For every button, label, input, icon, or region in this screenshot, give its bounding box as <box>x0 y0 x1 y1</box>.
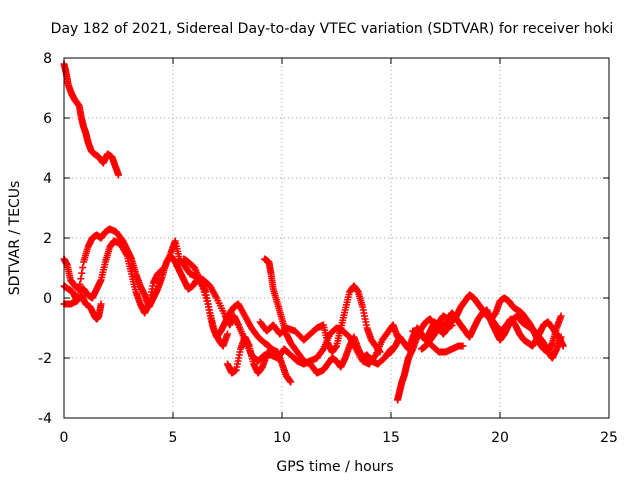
data-point <box>97 300 105 308</box>
y-axis-label: SDTVAR / TECUs <box>7 181 23 296</box>
y-tick-label: 6 <box>43 111 52 127</box>
data-point <box>76 280 84 288</box>
data-point <box>115 171 122 179</box>
y-tick-label: 4 <box>43 171 52 187</box>
x-tick-label: 15 <box>382 430 400 446</box>
y-tick-label: -2 <box>38 351 52 367</box>
y-tick-label: -4 <box>38 411 52 427</box>
data-points <box>60 60 567 404</box>
data-point <box>559 342 567 350</box>
data-point <box>75 286 83 294</box>
x-tick-label: 0 <box>60 430 69 446</box>
series-10 <box>394 306 565 404</box>
x-tick-label: 25 <box>600 430 618 446</box>
x-tick-label: 5 <box>169 430 178 446</box>
y-tick-label: 0 <box>43 291 52 307</box>
series-4 <box>60 225 231 350</box>
data-point <box>73 297 81 305</box>
series-8 <box>256 282 384 356</box>
data-point <box>79 264 87 272</box>
series-6 <box>224 333 295 386</box>
data-point <box>74 291 82 299</box>
axis-ticks: 0 5 10 15 20 25 -4 -2 0 2 4 6 8 <box>38 51 618 446</box>
chart-title: Day 182 of 2021, Sidereal Day-to-day VTE… <box>51 21 614 37</box>
x-tick-label: 20 <box>491 430 509 446</box>
data-point <box>77 275 85 283</box>
x-axis-label: GPS time / hours <box>276 459 393 475</box>
data-point <box>376 348 384 356</box>
series-7 <box>261 255 395 377</box>
series-3 <box>60 282 105 323</box>
data-point <box>287 378 295 386</box>
data-point <box>224 330 231 338</box>
series-5 <box>180 255 277 356</box>
data-point <box>557 312 565 320</box>
series-13 <box>485 312 567 350</box>
x-tick-label: 10 <box>273 430 291 446</box>
y-tick-label: 8 <box>43 51 52 67</box>
data-point <box>459 342 467 350</box>
data-point <box>78 269 86 277</box>
series-12 <box>409 327 467 356</box>
series-1 <box>60 60 122 179</box>
y-tick-label: 2 <box>43 231 52 247</box>
